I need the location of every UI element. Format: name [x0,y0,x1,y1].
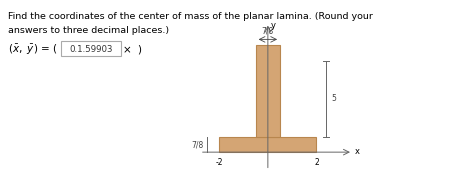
Text: 7/8: 7/8 [191,140,203,149]
Text: -2: -2 [216,158,223,167]
Text: 0.1.59903: 0.1.59903 [69,45,113,54]
Text: $(\bar{x},\ \bar{y})$ = (: $(\bar{x},\ \bar{y})$ = ( [8,43,57,57]
Text: 5: 5 [331,94,336,103]
Text: $\times$  ): $\times$ ) [122,43,142,56]
Polygon shape [255,46,280,137]
Polygon shape [219,137,317,152]
Text: answers to three decimal places.): answers to three decimal places.) [8,26,169,35]
Text: y: y [271,21,276,30]
Text: 2: 2 [314,158,319,167]
Text: x: x [355,147,360,156]
Text: Find the coordinates of the center of mass of the planar lamina. (Round your: Find the coordinates of the center of ma… [8,12,373,21]
Text: 7/8: 7/8 [262,26,274,35]
FancyBboxPatch shape [61,41,121,56]
